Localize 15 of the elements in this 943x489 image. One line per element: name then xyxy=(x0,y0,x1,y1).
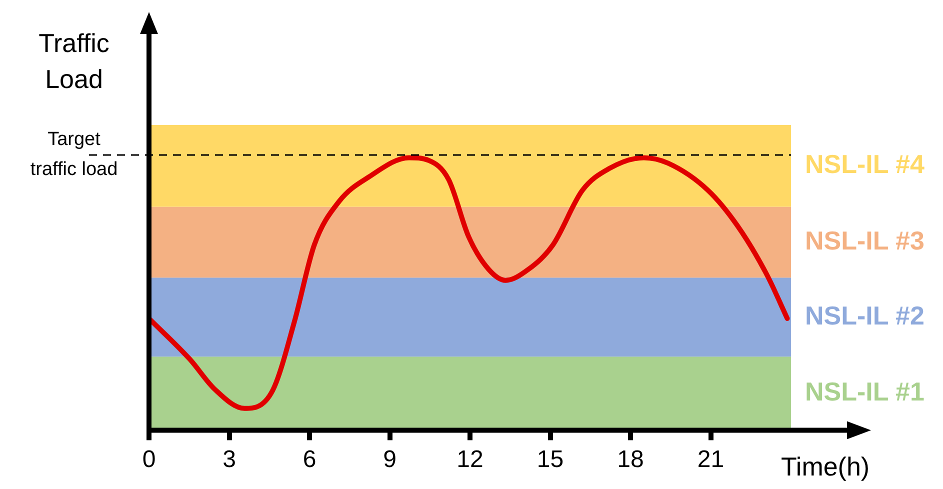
band-label: NSL-IL #4 xyxy=(805,149,925,180)
y-axis-title: Traffic Load xyxy=(38,28,110,94)
x-tick-label: 9 xyxy=(383,446,396,474)
ref-line-label: Target traffic load xyxy=(30,129,118,180)
x-tick-label: 0 xyxy=(142,446,156,474)
x-tick-label: 12 xyxy=(456,446,484,474)
x-tick-label: 21 xyxy=(697,446,724,474)
x-tick-label: 3 xyxy=(222,446,236,474)
x-axis-title: Time(h) xyxy=(781,451,870,482)
band-label: NSL-IL #2 xyxy=(805,300,924,330)
band-label: NSL-IL #3 xyxy=(805,225,924,256)
x-tick-label: 18 xyxy=(617,446,644,474)
x-tick-label: 6 xyxy=(302,446,316,474)
x-tick-label: 15 xyxy=(536,446,564,474)
band-label: NSL-IL #1 xyxy=(805,376,924,407)
